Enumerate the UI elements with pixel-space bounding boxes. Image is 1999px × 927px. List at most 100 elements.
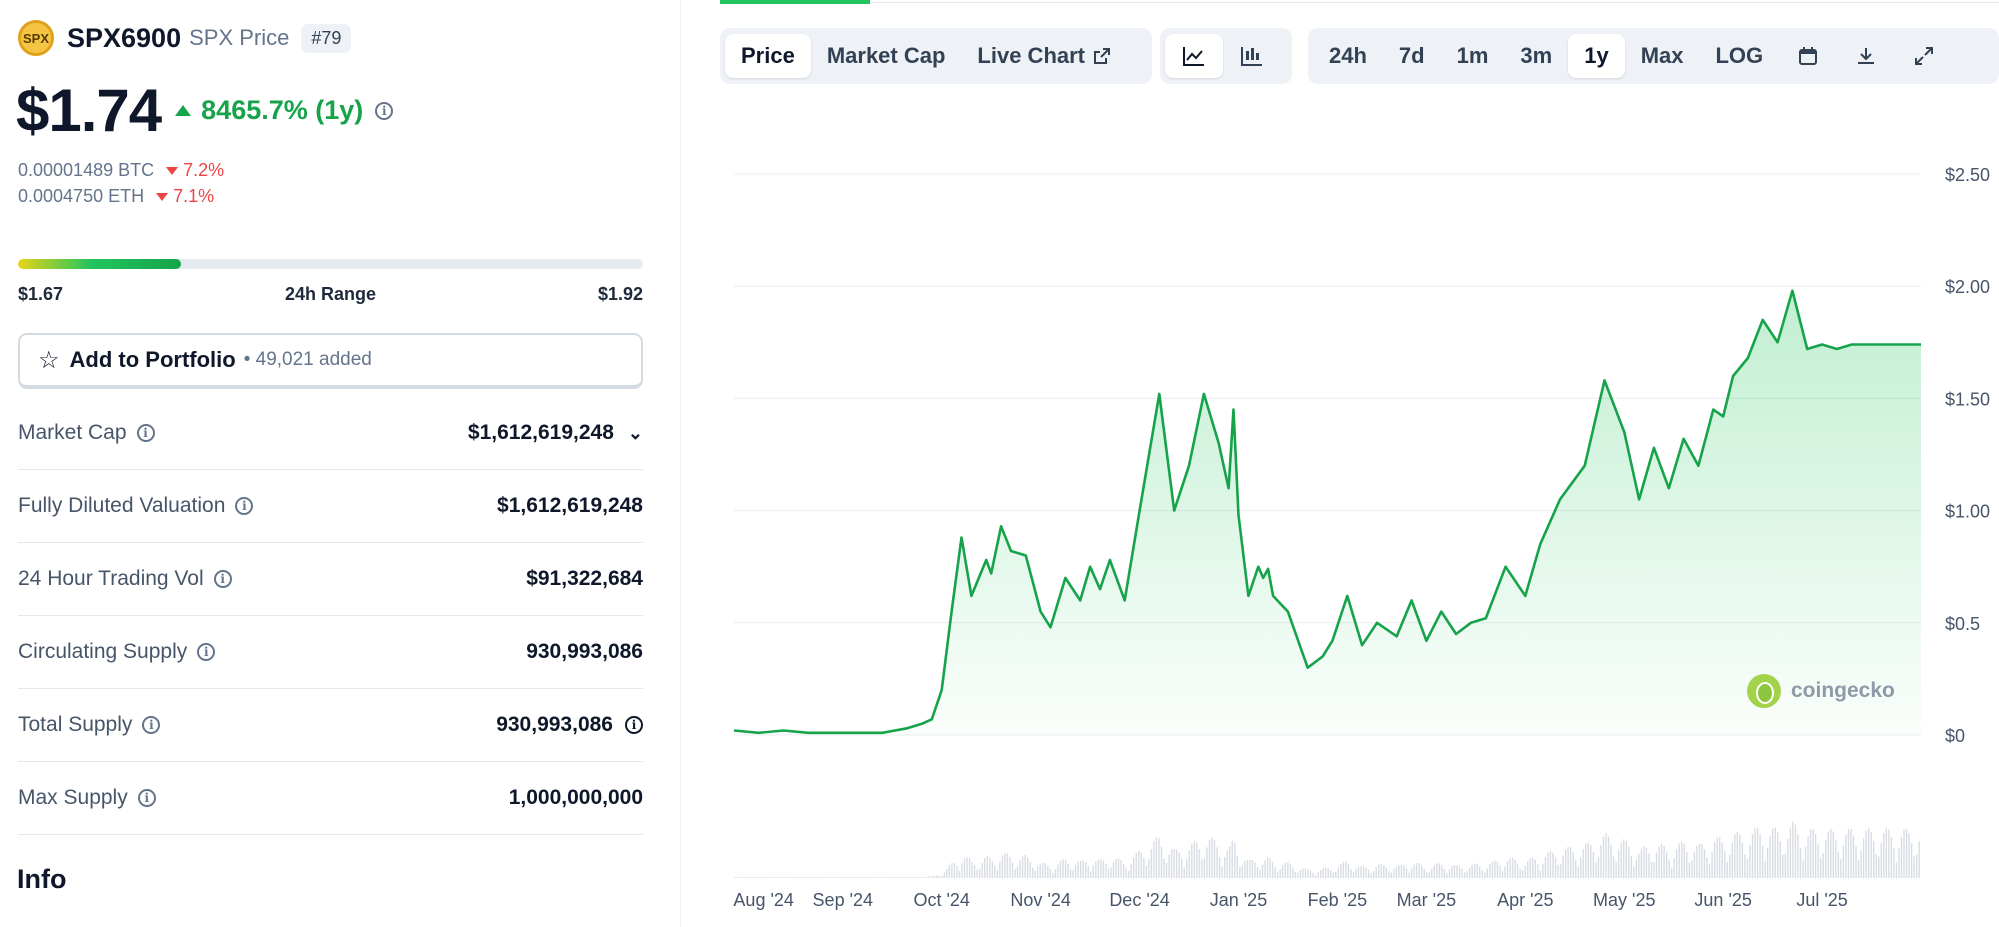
volume-bar: [1345, 861, 1347, 878]
range-3m[interactable]: 3m: [1520, 43, 1553, 68]
stat-row-fdv: Fully Diluted Valuation i $1,612,619,248: [18, 470, 643, 543]
range-1m[interactable]: 1m: [1456, 43, 1489, 68]
candlestick-icon[interactable]: [1223, 34, 1281, 78]
volume-bar: [1201, 859, 1203, 878]
volume-bar: [1587, 842, 1590, 878]
volume-bar: [850, 877, 852, 878]
range-7d[interactable]: 7d: [1398, 43, 1425, 68]
calendar-icon[interactable]: [1779, 34, 1837, 78]
volume-bar: [1539, 870, 1542, 878]
price-chart[interactable]: $0 $0.5 $1.00 $1.50 $2.00 $2.50 Aug '24 Sep '24…: [700, 120, 1999, 927]
volume-bar: [946, 868, 948, 878]
volume-bar: [1918, 841, 1920, 878]
tab-price[interactable]: Price: [725, 34, 811, 78]
tab-live-chart[interactable]: Live Chart: [961, 34, 1127, 78]
volume-bar: [1635, 860, 1638, 878]
volume-bar: [1582, 849, 1584, 878]
volume-bar: [895, 877, 898, 878]
volume-bar: [1597, 856, 1600, 878]
volume-bar: [1724, 851, 1726, 878]
volume-bar: [1330, 869, 1332, 878]
portfolio-count: • 49,021 added: [243, 349, 372, 370]
info-icon[interactable]: i: [375, 101, 394, 120]
volume-bar: [865, 877, 867, 878]
volume-bar: [1372, 870, 1375, 878]
volume-bar: [1403, 865, 1405, 878]
triangle-up-icon: [175, 105, 192, 116]
eth-price: 0.0004750 ETH: [18, 186, 145, 206]
volume-bar: [842, 877, 844, 878]
volume-bar: [1367, 869, 1370, 878]
range-low: $1.67: [18, 284, 64, 304]
volume-bar: [1398, 865, 1400, 878]
volume-bar: [1418, 863, 1420, 878]
volume-bar: [1819, 857, 1822, 878]
volume-bar: [1698, 843, 1701, 878]
volume-bar: [1837, 852, 1840, 878]
volume-bar: [1431, 868, 1433, 878]
volume-bar: [1878, 856, 1880, 878]
volume-bar: [1322, 868, 1324, 878]
volume-bar: [1175, 849, 1178, 878]
volume-bar: [1019, 860, 1021, 878]
volume-bar: [1564, 849, 1567, 878]
volume-bar: [1519, 868, 1521, 878]
volume-bar: [1282, 864, 1284, 878]
volume-bar: [1127, 870, 1130, 878]
volume-bar: [1289, 864, 1292, 878]
volume-bar: [1304, 868, 1307, 878]
range-max[interactable]: Max: [1640, 43, 1684, 68]
chevron-down-icon[interactable]: ⌄: [627, 422, 643, 443]
volume-bar: [751, 877, 754, 878]
volume-bar: [797, 877, 799, 878]
volume-bar: [1857, 860, 1860, 878]
info-icon[interactable]: i: [235, 497, 254, 515]
volume-bar: [1362, 866, 1365, 878]
info-icon[interactable]: i: [625, 716, 643, 734]
stat-row-market-cap[interactable]: Market Cap i $1,612,619,248 ⌄: [18, 397, 643, 470]
range-24h[interactable]: 24h: [1329, 43, 1367, 68]
volume-bar: [1393, 869, 1395, 878]
volume-bar: [1703, 848, 1706, 878]
volume-bar: [1628, 847, 1630, 878]
volume-bar: [1913, 856, 1915, 878]
volume-bar: [953, 863, 956, 878]
line-chart-icon[interactable]: [1165, 34, 1223, 78]
add-to-portfolio-button[interactable]: ☆ Add to Portfolio • 49,021 added: [18, 333, 643, 389]
range-log[interactable]: LOG: [1715, 43, 1764, 68]
volume-bar: [1085, 862, 1087, 878]
volume-bar: [1064, 859, 1067, 878]
info-icon[interactable]: i: [142, 716, 161, 734]
volume-bar: [1590, 845, 1592, 878]
fullscreen-icon[interactable]: [1895, 34, 1953, 78]
volume-bar: [1350, 868, 1352, 878]
download-icon[interactable]: [1837, 34, 1895, 78]
volume-bar: [837, 877, 839, 878]
volume-bar: [1756, 828, 1759, 878]
info-icon[interactable]: i: [137, 789, 156, 807]
volume-bar: [822, 877, 824, 878]
volume-bar: [1655, 852, 1658, 878]
volume-bar: [1620, 842, 1622, 878]
tab-market-cap[interactable]: Market Cap: [826, 43, 946, 68]
volume-bar: [1198, 849, 1201, 878]
volume-bar: [1120, 860, 1122, 878]
range-1y[interactable]: 1y: [1568, 34, 1625, 78]
volume-bar: [1617, 850, 1620, 878]
info-icon[interactable]: i: [213, 570, 232, 588]
volume-bar: [1264, 860, 1266, 878]
volume-bar: [1138, 850, 1140, 878]
stat-label: Market Cap i: [18, 421, 155, 445]
volume-bar: [1713, 842, 1716, 878]
volume-bar: [1266, 857, 1269, 878]
info-icon[interactable]: i: [136, 424, 155, 442]
x-tick-label: Sep '24: [813, 890, 874, 910]
info-icon[interactable]: i: [197, 643, 216, 661]
volume-bar: [1905, 828, 1908, 878]
volume-bar: [903, 877, 905, 878]
volume-bar: [1761, 845, 1764, 878]
y-tick-label: $0.5: [1945, 614, 1980, 634]
volume-bar: [1446, 873, 1448, 878]
volume-bar: [883, 877, 885, 878]
volume-bar: [1847, 829, 1850, 878]
